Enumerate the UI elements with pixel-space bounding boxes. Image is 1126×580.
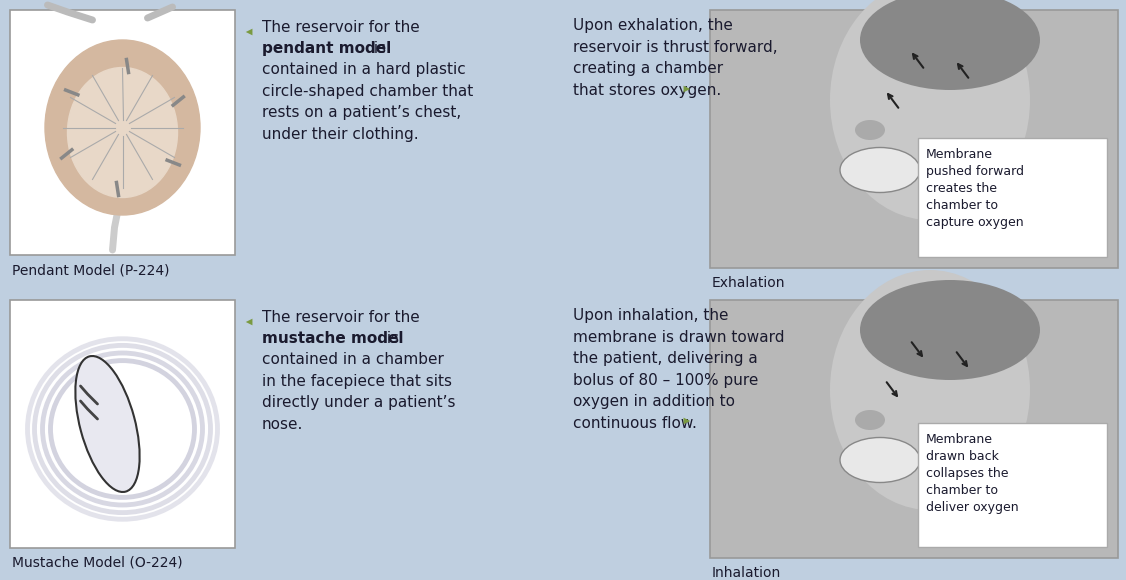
Text: pendant model: pendant model <box>262 41 391 56</box>
Ellipse shape <box>860 0 1040 90</box>
Ellipse shape <box>840 147 920 193</box>
Text: The reservoir for the: The reservoir for the <box>262 20 420 35</box>
Ellipse shape <box>830 270 1030 510</box>
Bar <box>10 10 235 255</box>
Ellipse shape <box>855 410 885 430</box>
Ellipse shape <box>830 0 1030 220</box>
Text: contained in a chamber
in the facepiece that sits
directly under a patient’s
nos: contained in a chamber in the facepiece … <box>262 352 456 432</box>
Text: contained in a hard plastic
circle-shaped chamber that
rests on a patient’s ches: contained in a hard plastic circle-shape… <box>262 62 473 142</box>
Text: Membrane
pushed forward
creates the
chamber to
capture oxygen: Membrane pushed forward creates the cham… <box>926 148 1024 229</box>
Text: Membrane
drawn back
collapses the
chamber to
deliver oxygen: Membrane drawn back collapses the chambe… <box>926 433 1019 514</box>
Ellipse shape <box>855 120 885 140</box>
Ellipse shape <box>68 67 178 198</box>
FancyBboxPatch shape <box>1 1 557 579</box>
Text: Inhalation: Inhalation <box>712 566 781 580</box>
FancyBboxPatch shape <box>918 423 1107 547</box>
Text: is: is <box>382 331 399 346</box>
Ellipse shape <box>75 356 140 492</box>
Ellipse shape <box>840 437 920 483</box>
Ellipse shape <box>860 280 1040 380</box>
Ellipse shape <box>45 40 200 215</box>
Text: is: is <box>369 41 386 56</box>
FancyBboxPatch shape <box>918 138 1107 257</box>
Text: Exhalation: Exhalation <box>712 276 786 290</box>
Text: Upon inhalation, the
membrane is drawn toward
the patient, delivering a
bolus of: Upon inhalation, the membrane is drawn t… <box>573 308 785 431</box>
Text: mustache model: mustache model <box>262 331 403 346</box>
Text: Mustache Model (O-224): Mustache Model (O-224) <box>12 556 182 570</box>
Bar <box>10 300 235 548</box>
Text: Upon exhalation, the
reservoir is thrust forward,
creating a chamber
that stores: Upon exhalation, the reservoir is thrust… <box>573 18 778 98</box>
Bar <box>711 300 1118 558</box>
FancyBboxPatch shape <box>558 1 1125 579</box>
Text: Pendant Model (P-224): Pendant Model (P-224) <box>12 263 170 277</box>
Bar <box>711 10 1118 268</box>
Text: The reservoir for the: The reservoir for the <box>262 310 420 325</box>
